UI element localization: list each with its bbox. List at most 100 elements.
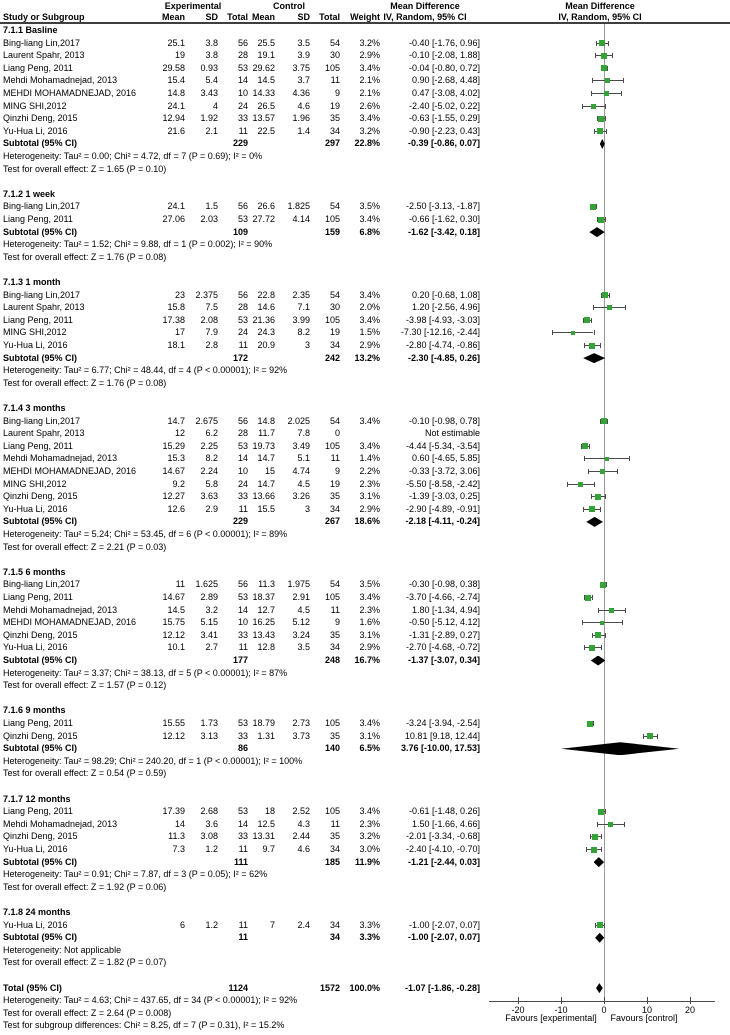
ctl-total: 9 [334,466,340,476]
ci-cap-left [586,847,588,852]
exp-mean: 17.39 [162,806,185,817]
study-name: Mehdi Mohamadnejad, 2013 [3,75,118,86]
ctl-total: 159 [324,226,340,237]
exp-total: 11 [238,125,248,136]
ctl-total: 30 [329,302,340,313]
ctl-total: 105 [324,214,340,224]
exp-sd: 6.2 [205,428,218,439]
ctl-total: 54 [329,289,340,300]
weight: 18.6% [354,516,380,527]
ctl-sd: 4.5 [297,478,310,489]
ci-text: -2.70 [-4.68, -0.72] [405,642,480,653]
weight: 3.4% [359,113,380,124]
ci-cap-right [604,103,606,109]
study-row: Liang Peng, 2011 17.39 2.68 53 18 2.52 105 3.4%… [0,805,730,818]
heterogeneity-text: Heterogeneity: Not applicable [3,944,122,955]
subgroup-title: 7.1.3 1 month [3,277,61,287]
exp-sd: 3.63 [200,491,218,502]
weight: 16.7% [354,655,380,665]
column-ctl-sd: SD [297,12,310,22]
heterogeneity-note: Heterogeneity: Tau² = 0.91; Chi² = 7.87,… [0,868,730,881]
exp-mean: 10.1 [167,642,185,653]
x-axis-tick [647,997,648,1004]
weight: 3.1% [359,629,380,640]
ctl-mean: 13.31 [252,831,275,842]
study-name: MEHDI MOHAMADNEJAD, 2016 [3,88,137,98]
heterogeneity-text: Heterogeneity: Tau² = 4.63; Chi² = 437.6… [3,995,298,1006]
ctl-total: 11 [330,75,340,86]
exp-sd: 2.03 [200,214,218,224]
study-name: Yu-Hua Li, 2016 [3,340,68,350]
exp-sd: 3.43 [200,88,218,98]
exp-total: 33 [237,113,248,124]
total-overall-effect-note: Test for overall effect: Z = 2.64 (P = 0… [0,1007,730,1020]
ctl-mean: 12.8 [257,642,275,653]
exp-total: 53 [237,440,248,451]
exp-mean: 17 [174,327,185,338]
x-axis-tick-label: 0 [601,1005,607,1015]
ci-cap-left [595,922,597,928]
overall-effect-note: Test for overall effect: Z = 0.54 (P = 0… [0,767,730,780]
study-name: Qinzhi Deng, 2015 [3,629,78,640]
study-row: Laurent Spahr, 2013 19 3.8 28 19.1 3.9 30 2.9% -… [0,49,730,62]
subtotal-label: Subtotal (95% CI) [3,138,78,149]
subtotal-row: Subtotal (95% CI) 86 140 6.5% 3.76 [-10.00, … [0,742,730,756]
subgroup-header-row: 7.1.6 9 months [0,704,730,717]
effect-marker [588,506,595,513]
exp-sd: 2.7 [205,642,218,653]
x-axis-tick [690,997,691,1004]
exp-total: 86 [237,743,248,754]
exp-sd: 3.8 [205,37,218,48]
study-name: Bing-liang Lin,2017 [3,579,81,590]
study-row: Yu-Hua Li, 2016 7.3 1.2 11 9.7 4.6 34 3.0% -2.40… [0,843,730,856]
heterogeneity-text: Heterogeneity: Tau² = 0.91; Chi² = 7.87,… [3,869,268,880]
ctl-sd: 3.73 [292,730,310,741]
exp-sd: 0.93 [200,62,218,73]
ci-cap-right [605,116,607,122]
weight: 6.8% [359,226,380,237]
ctl-total: 105 [324,806,340,817]
ctl-sd: 3.99 [292,314,310,325]
study-row: Laurent Spahr, 2013 15.8 7.5 28 14.6 7.1 30 2.0… [0,301,730,314]
x-axis-tick [604,997,605,1004]
exp-sd: 2.89 [200,592,218,602]
pooled-diamond [596,983,603,994]
ctl-sd: 4.6 [297,100,310,111]
ctl-total: 105 [324,440,340,451]
exp-total: 177 [232,655,248,665]
ctl-mean: 24.3 [257,327,275,338]
ci-cap-left [567,481,569,487]
exp-sd: 1.92 [200,113,218,124]
effect-marker [595,632,602,639]
exp-total: 10 [237,466,248,476]
subtotal-row: Subtotal (95% CI) 172 242 13.2% -2.30 [-4.85… [0,352,730,365]
study-name: MING SHI,2012 [3,327,67,338]
ci-cap-left [583,595,585,600]
ci-text: -0.61 [-1.48, 0.26] [408,806,480,817]
study-row: Liang Peng, 2011 15.29 2.25 53 19.73 3.49 105 3… [0,440,730,453]
ctl-mean: 12.7 [257,604,275,615]
ci-cap-left [595,53,597,59]
exp-mean: 15.8 [167,302,185,313]
ctl-mean: 25.5 [257,37,275,48]
exp-mean: 15.4 [167,75,185,86]
exp-mean: 18.1 [167,340,185,350]
ci-cap-right [625,305,627,311]
ci-text: -2.80 [-4.74, -0.86] [405,340,480,350]
effect-marker [590,846,597,853]
exp-total: 53 [237,214,248,224]
ctl-total: 54 [329,415,340,426]
ctl-sd: 7.8 [297,428,310,439]
ci-cap-right [624,821,626,827]
weight: 1.6% [359,617,380,628]
x-axis-tick-label: -10 [554,1005,568,1015]
study-name: Liang Peng, 2011 [3,592,73,602]
exp-total: 56 [237,579,248,590]
exp-total: 24 [237,100,248,111]
exp-sd: 3.41 [200,629,218,640]
weight: 6.5% [359,743,380,754]
effect-marker [587,720,594,727]
effect-marker [598,115,605,122]
study-row: Bing-liang Lin,2017 23 2.375 56 22.8 2.35 54 3.… [0,289,730,302]
weight: 2.9% [359,340,380,350]
